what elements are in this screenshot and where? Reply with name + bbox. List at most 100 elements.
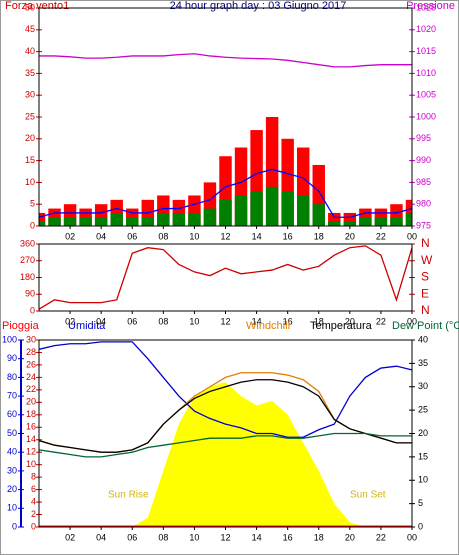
x-tick-label: 20 xyxy=(345,231,355,241)
y2-tick-label: 975 xyxy=(416,220,431,230)
wind-bar xyxy=(234,195,248,226)
x-tick-label: 10 xyxy=(189,316,199,326)
y-tick-label: 60 xyxy=(7,409,17,419)
y3-tick-label: 6 xyxy=(31,484,36,494)
y-tick-label: 0 xyxy=(12,521,17,531)
wind-bar xyxy=(39,221,46,226)
y2-tick-label: 990 xyxy=(416,155,431,165)
wind-bar xyxy=(172,212,186,226)
wind-bar xyxy=(281,191,294,226)
series-line xyxy=(39,168,412,218)
chart-title: 24 hour graph day : 03 Giugno 2017 xyxy=(170,0,347,12)
x-tick-label: 04 xyxy=(96,231,106,241)
y-tick-label: 90 xyxy=(7,353,17,363)
y3-tick-label: 16 xyxy=(26,422,36,432)
y2-tick-label: S xyxy=(421,270,429,284)
x-tick-label: 02 xyxy=(65,316,75,326)
x-tick-label: 00 xyxy=(407,532,417,542)
y3-tick-label: 8 xyxy=(31,472,36,482)
y2-tick-label: 15 xyxy=(418,451,428,461)
y2-tick-label: 1020 xyxy=(416,24,436,34)
y-tick-label: 80 xyxy=(7,372,17,382)
x-tick-label: 14 xyxy=(252,231,262,241)
wind-bar xyxy=(79,217,92,226)
series-line xyxy=(39,53,412,68)
y3-tick-label: 26 xyxy=(26,359,36,369)
pressure-axis-label: Pressione xyxy=(406,0,455,12)
x-tick-label: 14 xyxy=(252,316,262,326)
y2-tick-label: 35 xyxy=(418,358,428,368)
y3-tick-label: 30 xyxy=(26,334,36,344)
y-tick-label: 0 xyxy=(30,305,35,315)
wind-bar xyxy=(296,195,310,226)
plot-area xyxy=(39,341,412,527)
y2-tick-label: 1010 xyxy=(416,68,436,78)
y2-tick-label: 10 xyxy=(418,475,428,485)
plot-frame xyxy=(38,7,413,227)
x-tick-label: 22 xyxy=(376,532,386,542)
y3-tick-label: 18 xyxy=(26,409,36,419)
x-tick-label: 20 xyxy=(345,316,355,326)
y-tick-label: 20 xyxy=(25,133,35,143)
y-tick-label: 180 xyxy=(20,272,35,282)
y3-tick-label: 12 xyxy=(26,447,36,457)
wind-bar xyxy=(63,217,77,226)
wind-bar xyxy=(110,212,123,226)
legend-label: Pioggia xyxy=(2,320,40,332)
y2-tick-label: 30 xyxy=(418,381,428,391)
x-tick-label: 08 xyxy=(158,316,168,326)
annotation: Sun Set xyxy=(350,490,386,501)
annotation: Sun Rise xyxy=(108,490,149,501)
x-tick-label: 16 xyxy=(283,532,293,542)
y-tick-label: 100 xyxy=(2,334,17,344)
wind-bar xyxy=(265,186,279,226)
series-line xyxy=(39,341,412,438)
plot-area xyxy=(39,245,412,310)
wind-bar xyxy=(312,204,325,226)
y-tick-label: 70 xyxy=(7,390,17,400)
y-tick-label: 35 xyxy=(25,68,35,78)
y-tick-label: 5 xyxy=(30,199,35,209)
series-line xyxy=(39,432,412,458)
wind-bar xyxy=(94,217,108,226)
wind-bar xyxy=(219,199,232,226)
x-tick-label: 02 xyxy=(65,532,75,542)
y-tick-label: 30 xyxy=(25,90,35,100)
x-tick-label: 08 xyxy=(158,532,168,542)
y2-tick-label: E xyxy=(421,286,429,300)
wind-bar xyxy=(250,191,263,226)
y2-tick-label: 0 xyxy=(418,521,423,531)
wind-bar xyxy=(141,217,155,226)
y-tick-label: 40 xyxy=(25,46,35,56)
x-tick-label: 14 xyxy=(252,532,262,542)
y3-tick-label: 24 xyxy=(26,372,36,382)
wind-bar xyxy=(48,217,61,226)
wind-bar xyxy=(39,212,46,226)
y3-tick-label: 20 xyxy=(26,397,36,407)
y2-tick-label: 1025 xyxy=(416,2,436,12)
x-tick-label: 02 xyxy=(65,231,75,241)
x-tick-label: 18 xyxy=(314,532,324,542)
y2-tick-label: 5 xyxy=(418,498,423,508)
wind-bar xyxy=(328,221,341,226)
x-tick-label: 08 xyxy=(158,231,168,241)
y-tick-label: 30 xyxy=(7,465,17,475)
x-tick-label: 00 xyxy=(407,316,417,326)
y-tick-label: 45 xyxy=(25,24,35,34)
wind-bar xyxy=(374,217,388,226)
y2-tick-label: 985 xyxy=(416,177,431,187)
legend-label: Temperatura xyxy=(310,320,373,332)
y3-tick-label: 28 xyxy=(26,347,36,357)
y-tick-label: 50 xyxy=(25,2,35,12)
x-tick-label: 00 xyxy=(407,231,417,241)
y2-tick-label: 995 xyxy=(416,133,431,143)
y2-tick-label: 40 xyxy=(418,334,428,344)
plot-area xyxy=(39,53,412,226)
y3-tick-label: 0 xyxy=(31,521,36,531)
y-tick-label: 0 xyxy=(30,220,35,230)
x-tick-label: 12 xyxy=(220,532,230,542)
y2-tick-label: 25 xyxy=(418,405,428,415)
plot-frame xyxy=(38,339,413,528)
x-tick-label: 18 xyxy=(314,316,324,326)
wind-bar xyxy=(126,217,139,226)
